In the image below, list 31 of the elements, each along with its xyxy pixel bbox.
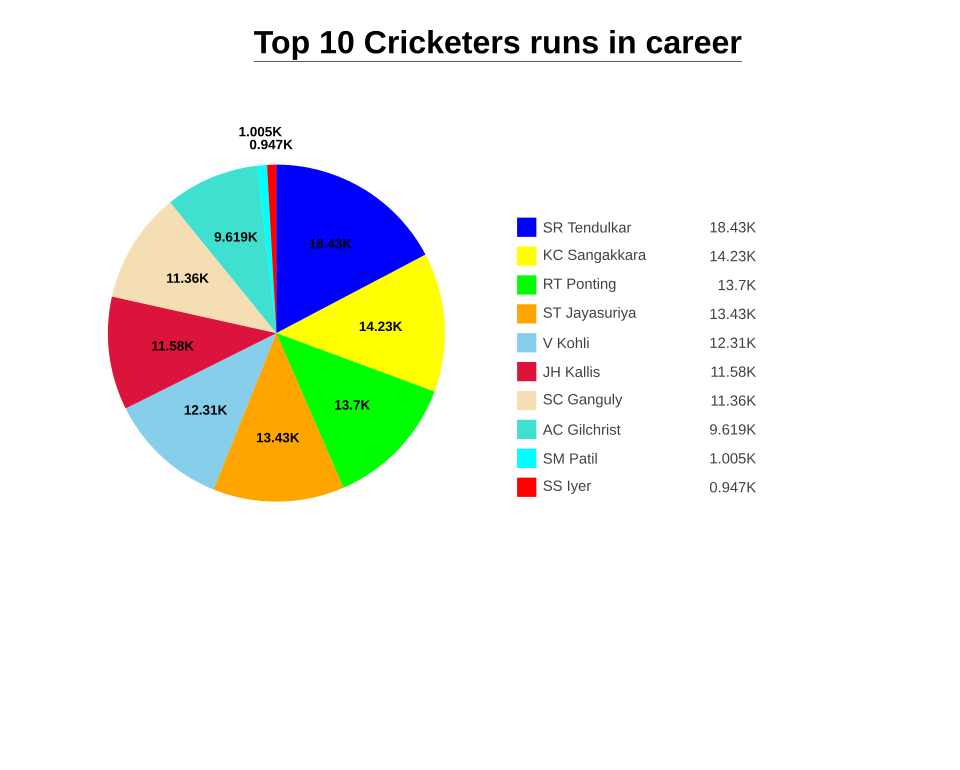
data-label: 14.23K: [360, 321, 402, 332]
legend-label: SM Patil: [543, 452, 597, 464]
text: 13.43K: [710, 308, 756, 319]
data-label: 11.58K: [152, 340, 194, 351]
data-label: 1.005K: [239, 126, 282, 136]
data-label: 12.31K: [184, 405, 228, 415]
legend-label: KC Sangakkara: [544, 249, 646, 263]
text: 11.58K: [712, 366, 756, 377]
text: 14.23K: [710, 250, 756, 262]
data-label: 13.43K: [256, 432, 300, 442]
data-label: 0.947K: [250, 140, 293, 150]
data-label: 18.43K: [309, 238, 352, 248]
legend-label: JH Kallis: [543, 366, 600, 377]
legend-label: SS Iyer: [543, 480, 591, 494]
text: 13.7K: [718, 280, 756, 290]
data-label: 9.619K: [214, 232, 258, 242]
legend-label: SR Tendulkar: [543, 222, 632, 233]
data-label: 11.36K: [167, 273, 209, 283]
text: 9.619K: [710, 424, 756, 435]
text: 12.31K: [710, 337, 756, 348]
text: 1.005K: [710, 452, 756, 464]
legend-label: SC Ganguly: [543, 394, 622, 408]
text: 11.36K: [712, 395, 756, 406]
legend-label: AC Gilchrist: [542, 424, 621, 435]
legend-label: V Kohli: [542, 337, 589, 348]
chart-title: Top 10 Cricketers runs in career: [254, 30, 742, 60]
text: 18.43K: [710, 222, 756, 232]
text: 0.947K: [710, 482, 756, 492]
legend-label: ST Jayasuriya: [543, 306, 636, 321]
legend-label: RT Ponting: [544, 278, 616, 292]
data-label: 13.7K: [335, 400, 370, 410]
